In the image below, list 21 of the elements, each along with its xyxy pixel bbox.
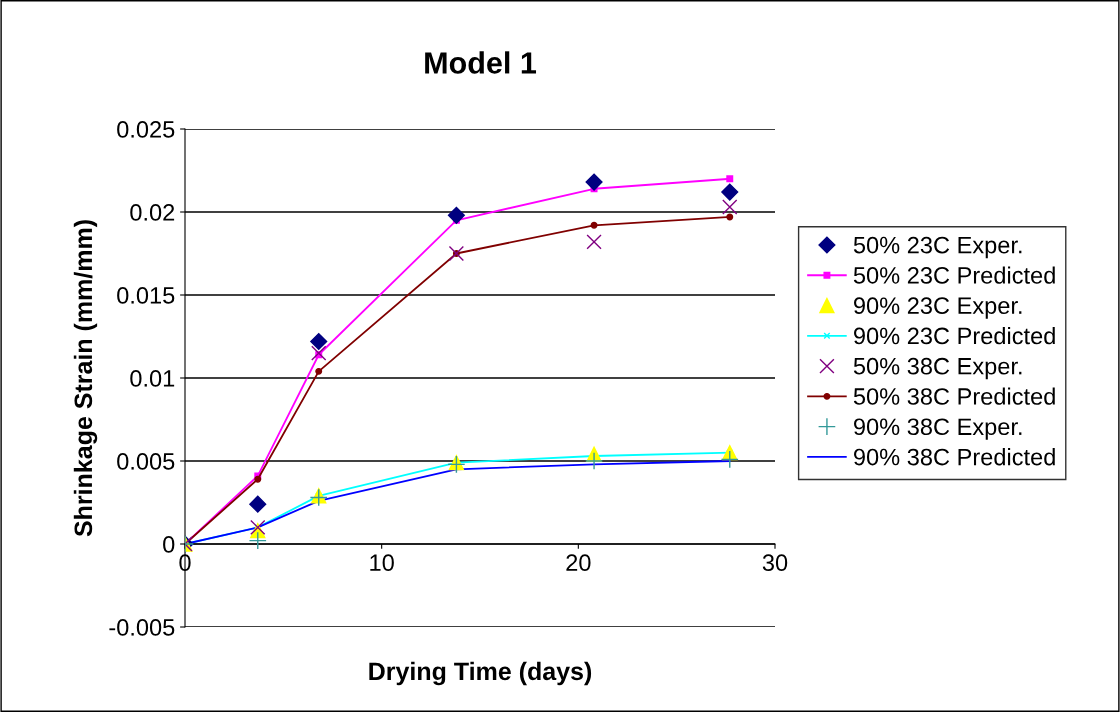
legend-label: 50% 23C Exper.	[853, 236, 1022, 259]
y-tick-label: 0.025	[117, 121, 175, 138]
y-tick-label: 0	[163, 536, 175, 553]
y-axis-title: Shrinkage Strain (mm/mm)	[73, 220, 98, 537]
legend-label: 90% 38C Predicted	[854, 448, 1055, 466]
y-tick-label: 0.005	[117, 453, 175, 470]
y-tick-label: -0.005	[109, 619, 175, 636]
legend-label: 90% 23C Exper.	[854, 297, 1022, 319]
legend-label: 50% 38C Predicted	[853, 387, 1055, 405]
x-tick-label: 20	[566, 554, 591, 572]
legend-label: 50% 23C Predicted	[853, 266, 1055, 284]
legend-label: 50% 38C Exper.	[853, 357, 1022, 380]
x-tick-label: 30	[762, 554, 788, 572]
legend-label: 90% 23C Predicted	[854, 326, 1055, 345]
x-axis-title: Drying Time (days)	[369, 661, 592, 686]
y-tick-label: 0.015	[117, 287, 175, 304]
chart-title: Model 1	[425, 51, 537, 74]
x-tick-label: 10	[370, 554, 394, 572]
y-tick-label: 0.02	[130, 204, 175, 221]
legend-label: 90% 38C Exper.	[854, 418, 1022, 440]
y-tick-label: 0.01	[130, 370, 175, 387]
